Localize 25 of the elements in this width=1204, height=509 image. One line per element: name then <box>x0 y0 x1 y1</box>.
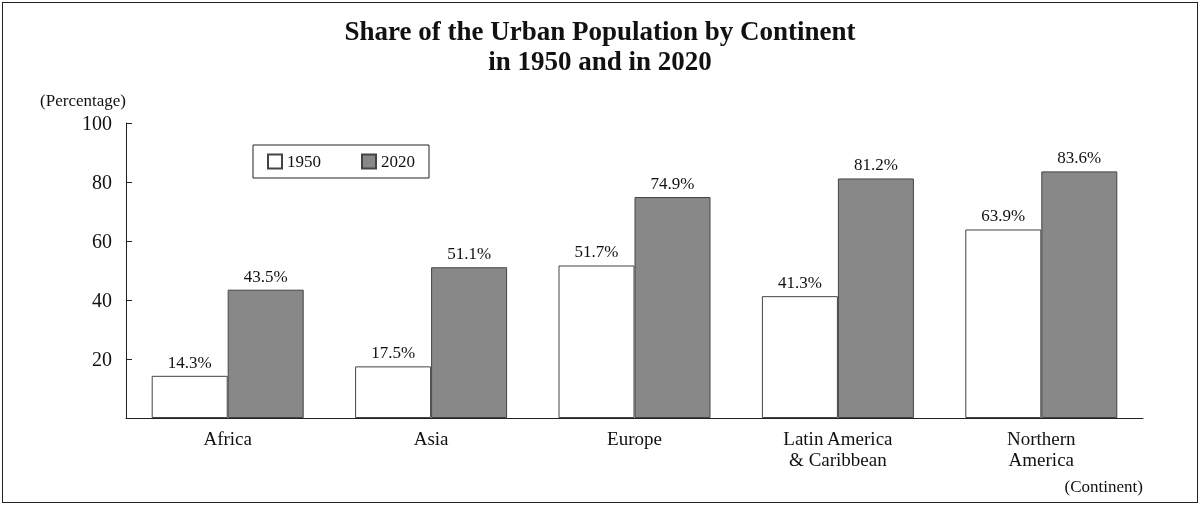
data-label: 63.9% <box>981 206 1026 226</box>
x-tick-label: Latin America & Caribbean <box>783 428 894 470</box>
x-tick-label: Africa <box>203 428 253 449</box>
data-label: 14.3% <box>167 352 212 372</box>
data-label: 81.2% <box>853 155 898 175</box>
data-label: 74.9% <box>650 174 695 194</box>
x-tick-label: Northern America <box>1007 428 1077 470</box>
y-tick-label: 100 <box>82 112 112 134</box>
data-label: 83.6% <box>1057 148 1102 168</box>
legend-label: 2020 <box>381 152 415 171</box>
legend-label: 1950 <box>287 152 321 171</box>
data-label: 41.3% <box>777 273 822 293</box>
x-tick-label: Asia <box>413 428 450 449</box>
y-tick-label: 60 <box>92 230 112 252</box>
data-label: 51.7% <box>574 242 619 262</box>
y-tick-label: 20 <box>92 348 112 370</box>
x-tick-label: Europe <box>607 428 662 449</box>
y-tick-label: 80 <box>92 171 112 193</box>
chart-title: Share of the Urban Population by Continent in 1950 and in 2020 <box>344 16 856 76</box>
data-label: 43.5% <box>243 266 288 286</box>
data-label: 51.1% <box>447 244 492 264</box>
y-axis-title: (Percentage) <box>40 91 126 110</box>
data-label: 17.5% <box>371 343 416 363</box>
y-tick-label: 40 <box>92 289 112 311</box>
x-axis-title: (Continent) <box>1064 477 1143 496</box>
